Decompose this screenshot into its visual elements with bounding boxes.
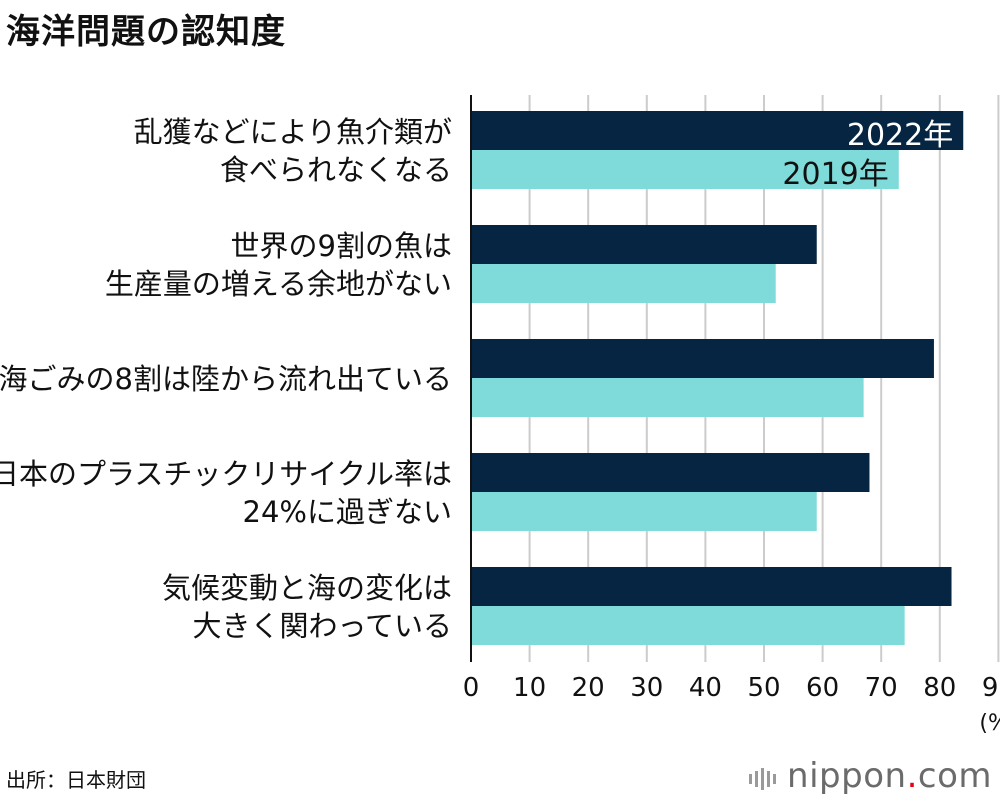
tick-label: 50	[747, 673, 780, 703]
category-label: 生産量の増える余地がない	[105, 267, 452, 301]
bar-2022	[471, 111, 964, 150]
category-label: 乱獲などにより魚介類が	[134, 115, 452, 149]
tick-label: 30	[630, 673, 663, 703]
tick-label: 70	[865, 673, 898, 703]
brand-bars-icon	[749, 758, 779, 798]
bar-2019	[471, 264, 776, 303]
tick-label: 10	[513, 673, 546, 703]
brand-logo: nippon.com	[749, 756, 992, 798]
category-label: 日本のプラスチックリサイクル率は	[0, 457, 452, 491]
bar-2019	[471, 492, 817, 531]
series-label: 2019年	[782, 157, 888, 192]
bar-2019	[471, 606, 905, 645]
category-label: 世界の9割の魚は	[231, 229, 452, 263]
tick-label: 60	[806, 673, 839, 703]
category-label: 大きく関わっている	[192, 609, 452, 643]
tick-label: 40	[689, 673, 722, 703]
tick-label: 20	[572, 673, 605, 703]
tick-label: 0	[463, 673, 480, 703]
bar-2022	[471, 339, 934, 378]
brand-dot: .	[906, 756, 918, 796]
category-label: 24%に過ぎない	[243, 495, 452, 529]
category-label: 気候変動と海の変化は	[162, 571, 452, 605]
brand-name: nippon	[787, 756, 907, 796]
bar-2022	[471, 567, 952, 606]
chart-title: 海洋問題の認知度	[6, 12, 286, 52]
bar-2019	[471, 150, 899, 189]
bar-2019	[471, 378, 864, 417]
series-label: 2022年	[847, 118, 953, 153]
bar-2022	[471, 225, 817, 264]
category-label: 海ごみの8割は陸から流れ出ている	[0, 362, 452, 396]
bar-2022	[471, 453, 870, 492]
source-note: 出所：日本財団	[6, 768, 146, 792]
brand-tld: com	[917, 756, 992, 796]
tick-label: 80	[923, 673, 956, 703]
category-label: 食べられなくなる	[220, 153, 452, 187]
bar-chart: 乱獲などにより魚介類が食べられなくなる世界の9割の魚は生産量の増える余地がない海…	[0, 95, 1000, 736]
unit-label: (%)	[979, 711, 1000, 736]
tick-label: 90	[982, 673, 1000, 703]
